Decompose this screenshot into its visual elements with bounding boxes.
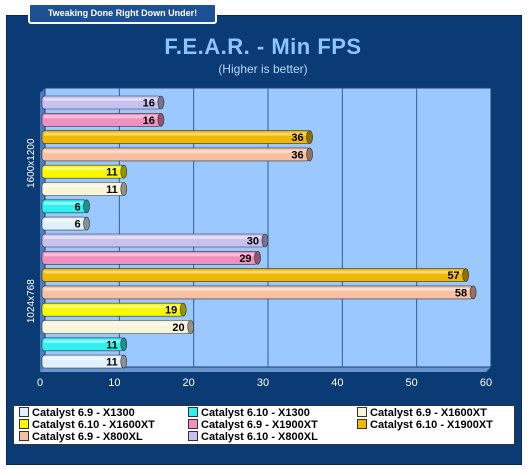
bar [41, 320, 191, 334]
bar-value-label: 6 [74, 219, 80, 231]
bar-highlight [44, 184, 120, 188]
legend-label: Catalyst 6.9 - X1900XT [201, 419, 318, 431]
bar-cap [462, 268, 470, 282]
bar-highlight [44, 253, 254, 257]
category-label: 1024x768 [26, 279, 37, 323]
legend-swatch [188, 419, 198, 429]
bar-cap [157, 95, 165, 110]
legend-item: Catalyst 6.9 - X1900XT [188, 419, 318, 431]
bar-highlight [44, 167, 120, 171]
bar-highlight [44, 357, 120, 361]
bar [41, 147, 310, 162]
bar-value-label: 16 [143, 98, 155, 110]
bar-cap [120, 337, 128, 352]
legend-label: Catalyst 6.10 - X1600XT [32, 419, 155, 431]
bar-cap [254, 250, 261, 265]
x-tick-label: 0 [37, 377, 43, 389]
x-tick-label: 50 [406, 377, 418, 389]
legend-swatch [357, 419, 367, 429]
bar-highlight [44, 287, 470, 291]
legend-item: Catalyst 6.10 - X1600XT [19, 419, 155, 431]
legend-item: Catalyst 6.10 - X1900XT [357, 419, 493, 431]
bar-value-label: 11 [106, 339, 118, 351]
bar-value-label: 16 [143, 115, 155, 127]
bar-cap [83, 216, 90, 231]
bar-value-label: 11 [106, 167, 118, 179]
bar-cap [120, 354, 128, 369]
bar-value-label: 57 [447, 270, 459, 282]
bar-value-label: 6 [74, 201, 80, 213]
bar-value-label: 29 [239, 253, 251, 265]
legend-item: Catalyst 6.9 - X800XL [19, 431, 143, 443]
bar-highlight [44, 115, 157, 119]
legend-item: Catalyst 6.9 - X1300 [19, 407, 135, 419]
bar [41, 130, 310, 144]
bar-highlight [44, 98, 157, 101]
legend-label: Catalyst 6.10 - X1900XT [370, 419, 493, 431]
x-tick-label: 30 [257, 377, 269, 389]
bar-highlight [44, 132, 306, 136]
bar-highlight [44, 322, 187, 326]
legend-label: Catalyst 6.9 - X1300 [32, 407, 135, 419]
bar-highlight [44, 236, 261, 239]
bar [41, 285, 474, 300]
bar-cap [83, 199, 90, 214]
bar-value-label: 36 [291, 149, 303, 161]
x-tick-label: 10 [108, 377, 120, 389]
legend-swatch [19, 419, 29, 429]
bar-highlight [44, 305, 180, 309]
legend-label: Catalyst 6.10 - X1300 [201, 407, 310, 419]
legend-item: Catalyst 6.9 - X1600XT [357, 407, 487, 419]
legend-item: Catalyst 6.10 - X1300 [188, 407, 310, 419]
bar-cap [120, 164, 128, 179]
x-tick-label: 40 [331, 377, 343, 389]
category-label: 1600x1200 [26, 138, 37, 188]
legend-swatch [188, 407, 198, 417]
site-banner: Tweaking Done Right Down Under! [28, 3, 217, 24]
bar-value-label: 11 [106, 357, 118, 369]
bar-cap [157, 113, 165, 127]
bar-highlight [44, 339, 120, 343]
legend-label: Catalyst 6.9 - X800XL [32, 431, 143, 443]
bar-value-label: 30 [247, 236, 259, 248]
bar-cap [120, 182, 128, 196]
chart-subtitle: (Higher is better) [218, 62, 308, 76]
bar [41, 268, 467, 282]
legend-swatch [19, 431, 29, 441]
legend-swatch [357, 407, 367, 417]
bar-cap [469, 285, 477, 300]
legend-item: Catalyst 6.10 - X800XL [188, 431, 318, 443]
bar-cap [179, 302, 187, 317]
bar-highlight [44, 149, 306, 153]
bar-cap [306, 130, 313, 144]
legend-swatch [188, 431, 198, 441]
bar-value-label: 36 [291, 132, 303, 144]
chart-title: F.E.A.R. - Min FPS [164, 34, 362, 59]
bar [41, 233, 266, 248]
plot-floor [40, 367, 491, 372]
legend-label: Catalyst 6.10 - X800XL [201, 431, 318, 443]
x-tick-label: 20 [183, 377, 195, 389]
bar-value-label: 58 [455, 287, 467, 299]
bar-highlight [44, 270, 462, 274]
bar-cap [261, 233, 269, 248]
bar-highlight [44, 201, 83, 205]
bar [41, 251, 258, 265]
bar-value-label: 19 [165, 305, 177, 317]
chart-legend: Catalyst 6.9 - X1300 Catalyst 6.10 - X130… [13, 405, 515, 445]
bar-value-label: 20 [172, 322, 184, 334]
x-tick-label: 60 [480, 377, 492, 389]
bar [41, 302, 184, 317]
bar-cap [187, 320, 194, 334]
legend-label: Catalyst 6.9 - X1600XT [370, 407, 487, 419]
bar-highlight [44, 219, 83, 223]
bar-value-label: 11 [106, 184, 118, 196]
legend-swatch [19, 407, 29, 417]
bar-cap [306, 147, 313, 162]
